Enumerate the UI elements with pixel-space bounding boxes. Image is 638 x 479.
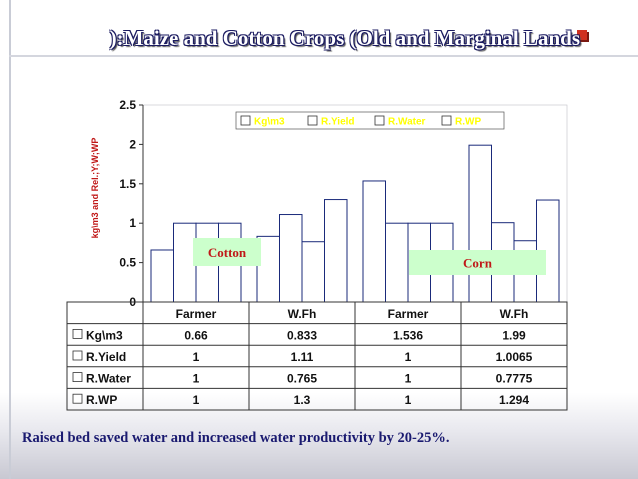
table-value: 1 bbox=[405, 393, 412, 407]
legend-box bbox=[235, 111, 505, 130]
legend-swatch bbox=[374, 115, 385, 126]
crop-label: Corn bbox=[463, 256, 493, 271]
table-value: 1.536 bbox=[393, 328, 423, 342]
y-tick-label: 1 bbox=[129, 216, 136, 230]
title-bullet-icon bbox=[577, 30, 587, 40]
table-value: 1 bbox=[405, 372, 412, 386]
legend-item: R.Water bbox=[388, 117, 426, 128]
table-series-swatch bbox=[72, 350, 83, 361]
crop-label-box bbox=[409, 250, 546, 275]
crop-label: Cotton bbox=[208, 245, 247, 260]
table-value: 1.99 bbox=[502, 328, 526, 342]
legend-item: R.WP bbox=[455, 117, 481, 128]
table-value: 1.294 bbox=[499, 393, 529, 407]
table-value: 1 bbox=[405, 350, 412, 364]
bar bbox=[324, 199, 348, 303]
y-tick-label: 2.5 bbox=[119, 98, 136, 112]
bar bbox=[301, 241, 325, 303]
table-series-swatch bbox=[72, 328, 83, 339]
legend-item: Kg\m3 bbox=[254, 117, 285, 128]
x-category-label: W.Fh bbox=[288, 307, 317, 321]
bar bbox=[173, 222, 197, 303]
table-value: 0.7775 bbox=[496, 372, 533, 386]
table-series-name: Kg\m3 bbox=[86, 328, 123, 342]
legend-swatch bbox=[307, 115, 318, 126]
crop-label-box bbox=[193, 238, 261, 266]
table-value: 1 bbox=[193, 372, 200, 386]
table-series-name: R.WP bbox=[86, 393, 117, 407]
table-series-swatch bbox=[72, 372, 83, 383]
legend-swatch bbox=[441, 115, 452, 126]
table-value: 0.833 bbox=[287, 328, 317, 342]
table-value: 1 bbox=[193, 393, 200, 407]
table-series-name: R.Yield bbox=[86, 350, 126, 364]
data-table-frame bbox=[66, 301, 568, 411]
table-value: 1.11 bbox=[291, 350, 314, 364]
y-tick-label: 2 bbox=[129, 137, 136, 151]
page-title: ):Maize and Cotton Crops (Old and Margin… bbox=[109, 26, 580, 50]
y-tick-label: 1.5 bbox=[119, 177, 136, 191]
x-category-label: Farmer bbox=[176, 307, 217, 321]
legend-swatch bbox=[240, 115, 251, 126]
table-value: 1.0065 bbox=[496, 350, 533, 364]
legend-item: R.Yield bbox=[321, 117, 355, 128]
title-underline bbox=[9, 55, 638, 57]
table-value: 0.765 bbox=[287, 372, 317, 386]
bar bbox=[468, 144, 492, 303]
bar bbox=[150, 249, 174, 303]
footer-note: Raised bed saved water and increased wat… bbox=[22, 430, 450, 446]
table-value: 1.3 bbox=[294, 393, 311, 407]
table-value: 0.66 bbox=[184, 328, 208, 342]
table-series-name: R.Water bbox=[86, 372, 131, 386]
bar bbox=[362, 180, 386, 303]
bar bbox=[279, 214, 303, 303]
x-category-label: Farmer bbox=[388, 307, 429, 321]
table-series-swatch bbox=[72, 393, 83, 404]
table-value: 1 bbox=[193, 350, 200, 364]
left-rule bbox=[9, 0, 11, 479]
y-tick-label: 0.5 bbox=[119, 256, 136, 270]
bar bbox=[385, 222, 409, 303]
x-category-label: W.Fh bbox=[500, 307, 529, 321]
